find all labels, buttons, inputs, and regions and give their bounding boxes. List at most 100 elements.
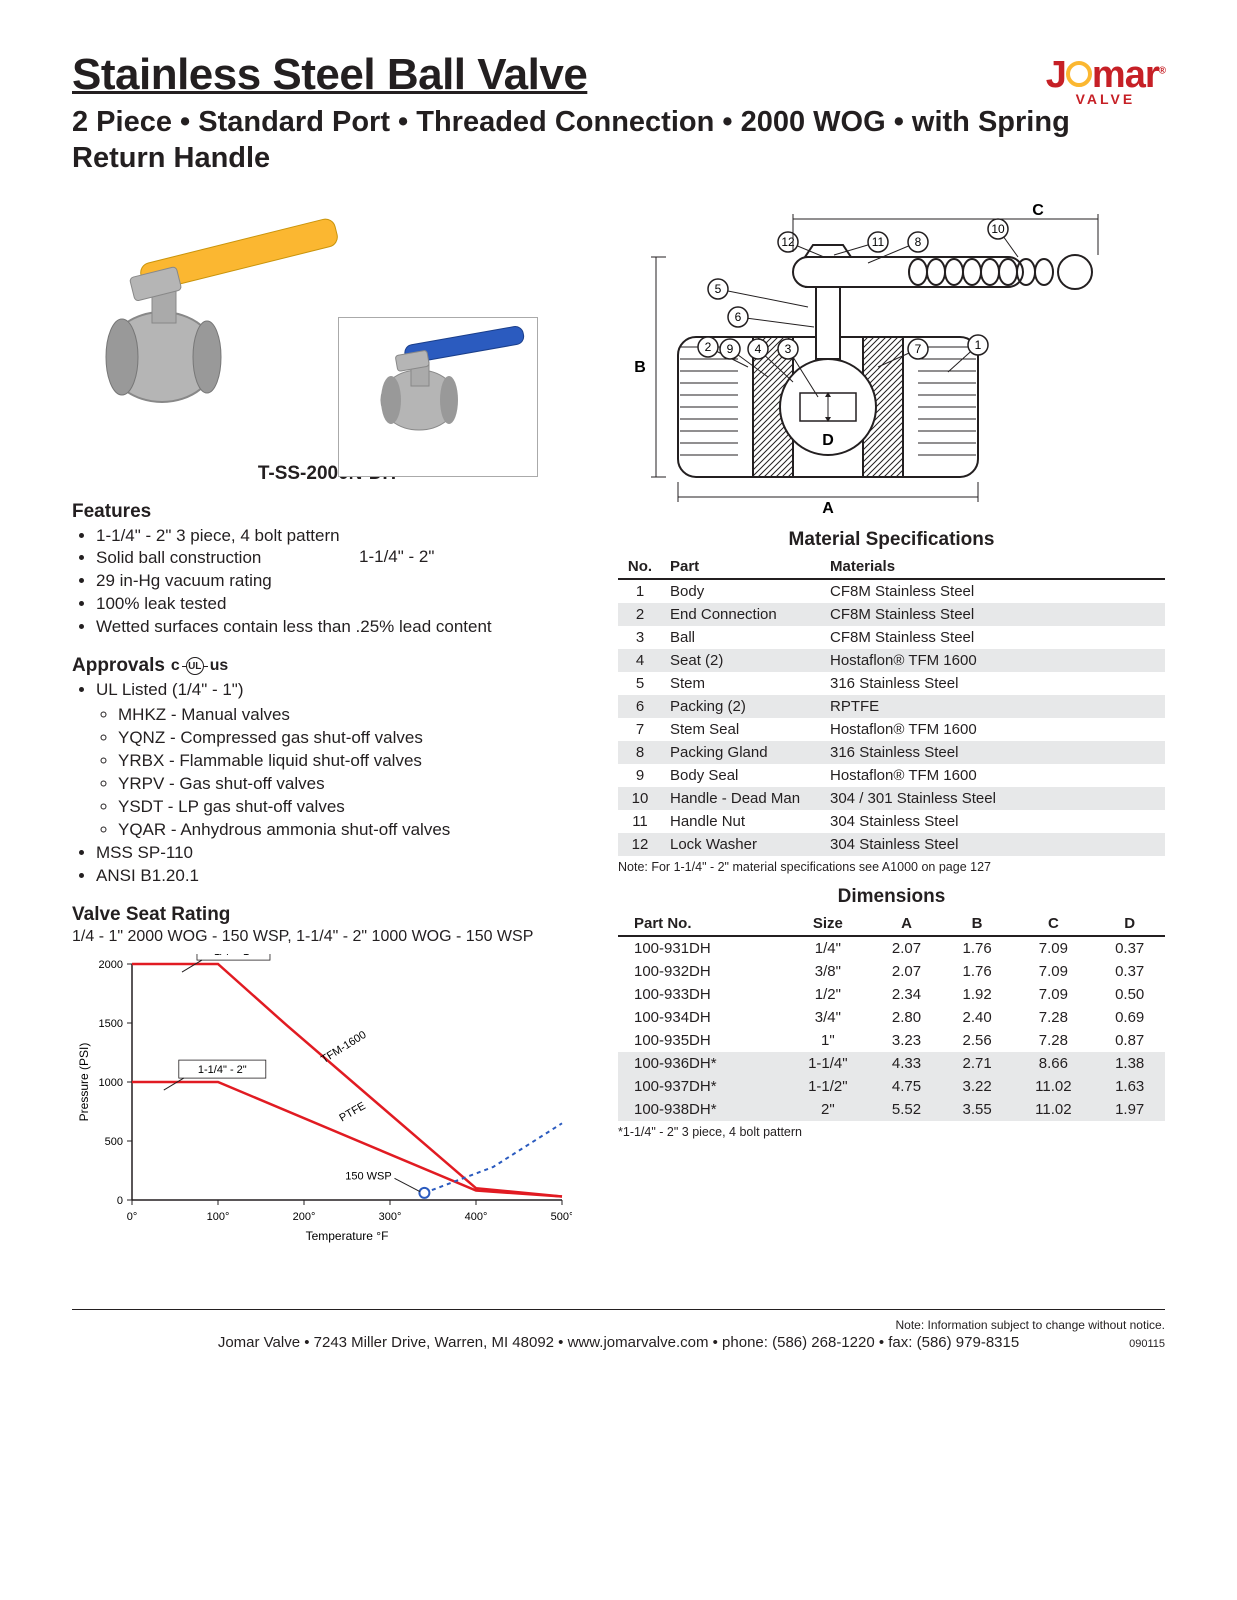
dims-col: D	[1094, 912, 1165, 936]
svg-text:PTFE: PTFE	[337, 1100, 367, 1124]
dims-row: 100-931DH1/4"2.071.767.090.37	[618, 936, 1165, 960]
svg-text:500: 500	[105, 1136, 123, 1148]
features-heading: Features	[72, 501, 582, 523]
inset-caption: 1-1/4" - 2"	[339, 547, 537, 567]
matspec-row: 3BallCF8M Stainless Steel	[618, 626, 1165, 649]
brand-logo: Jmar® VALVE	[1046, 54, 1165, 107]
approvals-mss: MSS SP-110	[96, 842, 582, 865]
matspec-col-part: Part	[662, 555, 822, 579]
svg-text:Temperature °F: Temperature °F	[306, 1229, 389, 1243]
svg-text:D: D	[822, 432, 834, 449]
approvals-heading-text: Approvals	[72, 655, 165, 677]
approvals-list: UL Listed (1/4" - 1") MHKZ - Manual valv…	[88, 679, 582, 887]
svg-text:0°: 0°	[127, 1211, 138, 1223]
svg-text:300°: 300°	[379, 1211, 402, 1223]
logo-ring-icon	[1066, 61, 1092, 87]
svg-text:7: 7	[915, 342, 922, 356]
approvals-sub-item: YQAR - Anhydrous ammonia shut-off valves	[118, 819, 582, 842]
matspec-heading: Material Specifications	[618, 529, 1165, 551]
logo-j: J	[1046, 54, 1066, 96]
svg-text:4: 4	[755, 342, 762, 356]
cross-section-diagram: 121181056294371ABCD	[618, 197, 1158, 517]
matspec-table: No. Part Materials 1BodyCF8M Stainless S…	[618, 555, 1165, 856]
matspec-row: 4Seat (2)Hostaflon® TFM 1600	[618, 649, 1165, 672]
dims-row: 100-938DH*2"5.523.5511.021.97	[618, 1098, 1165, 1121]
matspec-note: Note: For 1-1/4" - 2" material specifica…	[618, 860, 1165, 874]
matspec-row: 6Packing (2)RPTFE	[618, 695, 1165, 718]
svg-text:2000: 2000	[99, 959, 123, 971]
ul-mark-icon: UL	[186, 657, 204, 675]
features-item: Wetted surfaces contain less than .25% l…	[96, 616, 582, 639]
svg-text:TFM-1600: TFM-1600	[319, 1029, 368, 1066]
dims-note: *1-1/4" - 2" 3 piece, 4 bolt pattern	[618, 1125, 1165, 1139]
matspec-row: 5Stem316 Stainless Steel	[618, 672, 1165, 695]
svg-text:11: 11	[872, 235, 885, 249]
approvals-sub-item: MHKZ - Manual valves	[118, 704, 582, 727]
rating-sub: 1/4 - 1" 2000 WOG - 150 WSP, 1-1/4" - 2"…	[72, 928, 582, 946]
page-subtitle: 2 Piece • Standard Port • Threaded Conne…	[72, 104, 1165, 177]
svg-text:100°: 100°	[207, 1211, 230, 1223]
dims-col: C	[1012, 912, 1094, 936]
svg-text:5: 5	[715, 282, 722, 296]
features-item: 100% leak tested	[96, 593, 582, 616]
matspec-row: 1BodyCF8M Stainless Steel	[618, 579, 1165, 603]
svg-text:C: C	[1032, 202, 1044, 219]
svg-text:500°: 500°	[551, 1211, 572, 1223]
svg-text:400°: 400°	[465, 1211, 488, 1223]
footer-line: Jomar Valve • 7243 Miller Drive, Warren,…	[72, 1334, 1165, 1351]
matspec-row: 11Handle Nut304 Stainless Steel	[618, 810, 1165, 833]
svg-text:A: A	[822, 500, 834, 517]
rating-heading: Valve Seat Rating	[72, 904, 582, 926]
logo-rest: mar	[1092, 54, 1159, 96]
dims-col: A	[871, 912, 942, 936]
page-title: Stainless Steel Ball Valve	[72, 50, 1165, 100]
dims-table: Part No.SizeABCD 100-931DH1/4"2.071.767.…	[618, 912, 1165, 1121]
approvals-ul-listed: UL Listed (1/4" - 1")	[96, 679, 582, 702]
dims-col: Size	[784, 912, 871, 936]
dims-row: 100-937DH*1-1/2"4.753.2211.021.63	[618, 1075, 1165, 1098]
approvals-sub-item: YQNZ - Compressed gas shut-off valves	[118, 727, 582, 750]
approvals-sub-item: YRBX - Flammable liquid shut-off valves	[118, 750, 582, 773]
matspec-row: 9Body SealHostaflon® TFM 1600	[618, 764, 1165, 787]
approvals-ansi: ANSI B1.20.1	[96, 865, 582, 888]
svg-text:200°: 200°	[293, 1211, 316, 1223]
svg-text:150 WSP: 150 WSP	[345, 1170, 391, 1182]
matspec-row: 12Lock Washer304 Stainless Steel	[618, 833, 1165, 856]
valve-main-sketch	[82, 217, 382, 417]
dims-heading: Dimensions	[618, 886, 1165, 908]
features-item: 29 in-Hg vacuum rating	[96, 570, 582, 593]
valve-seat-rating-chart: 0 500 1000 1500 2000 0° 100° 200° 300° 400° 500° Te…	[72, 954, 572, 1264]
svg-text:0: 0	[117, 1195, 123, 1207]
dims-col: B	[942, 912, 1013, 936]
dims-row: 100-934DH3/4"2.802.407.280.69	[618, 1006, 1165, 1029]
svg-text:9: 9	[727, 342, 734, 356]
svg-text:B: B	[634, 359, 646, 376]
svg-text:1-1/4" - 2": 1-1/4" - 2"	[198, 1064, 247, 1076]
svg-text:1: 1	[975, 338, 982, 352]
product-photo: 1-1/4" - 2"	[72, 197, 582, 457]
dims-row: 100-936DH*1-1/4"4.332.718.661.38	[618, 1052, 1165, 1075]
approvals-sub-item: YSDT - LP gas shut-off valves	[118, 796, 582, 819]
matspec-row: 10Handle - Dead Man304 / 301 Stainless S…	[618, 787, 1165, 810]
features-list: 1-1/4" - 2" 3 piece, 4 bolt patternSolid…	[88, 525, 582, 640]
product-inset-photo: 1-1/4" - 2"	[338, 317, 538, 477]
svg-text:1/4" - 1": 1/4" - 1"	[214, 954, 253, 958]
approvals-sub-item: YRPV - Gas shut-off valves	[118, 773, 582, 796]
matspec-col-mat: Materials	[822, 555, 1165, 579]
svg-text:6: 6	[735, 310, 742, 324]
dims-row: 100-935DH1"3.232.567.280.87	[618, 1029, 1165, 1052]
matspec-row: 2End ConnectionCF8M Stainless Steel	[618, 603, 1165, 626]
svg-text:1500: 1500	[99, 1018, 123, 1030]
svg-text:10: 10	[991, 222, 1005, 236]
matspec-row: 8Packing Gland316 Stainless Steel	[618, 741, 1165, 764]
approvals-heading: Approvals cULus	[72, 655, 582, 677]
footer-notice: Note: Information subject to change with…	[72, 1318, 1165, 1332]
dims-col: Part No.	[618, 912, 784, 936]
svg-text:1000: 1000	[99, 1077, 123, 1089]
svg-text:2: 2	[705, 340, 712, 354]
svg-text:3: 3	[785, 342, 792, 356]
svg-text:8: 8	[915, 235, 922, 249]
approvals-ul-sublist: MHKZ - Manual valvesYQNZ - Compressed ga…	[110, 704, 582, 842]
svg-text:Pressure (PSI): Pressure (PSI)	[77, 1042, 91, 1121]
dims-row: 100-932DH3/8"2.071.767.090.37	[618, 960, 1165, 983]
